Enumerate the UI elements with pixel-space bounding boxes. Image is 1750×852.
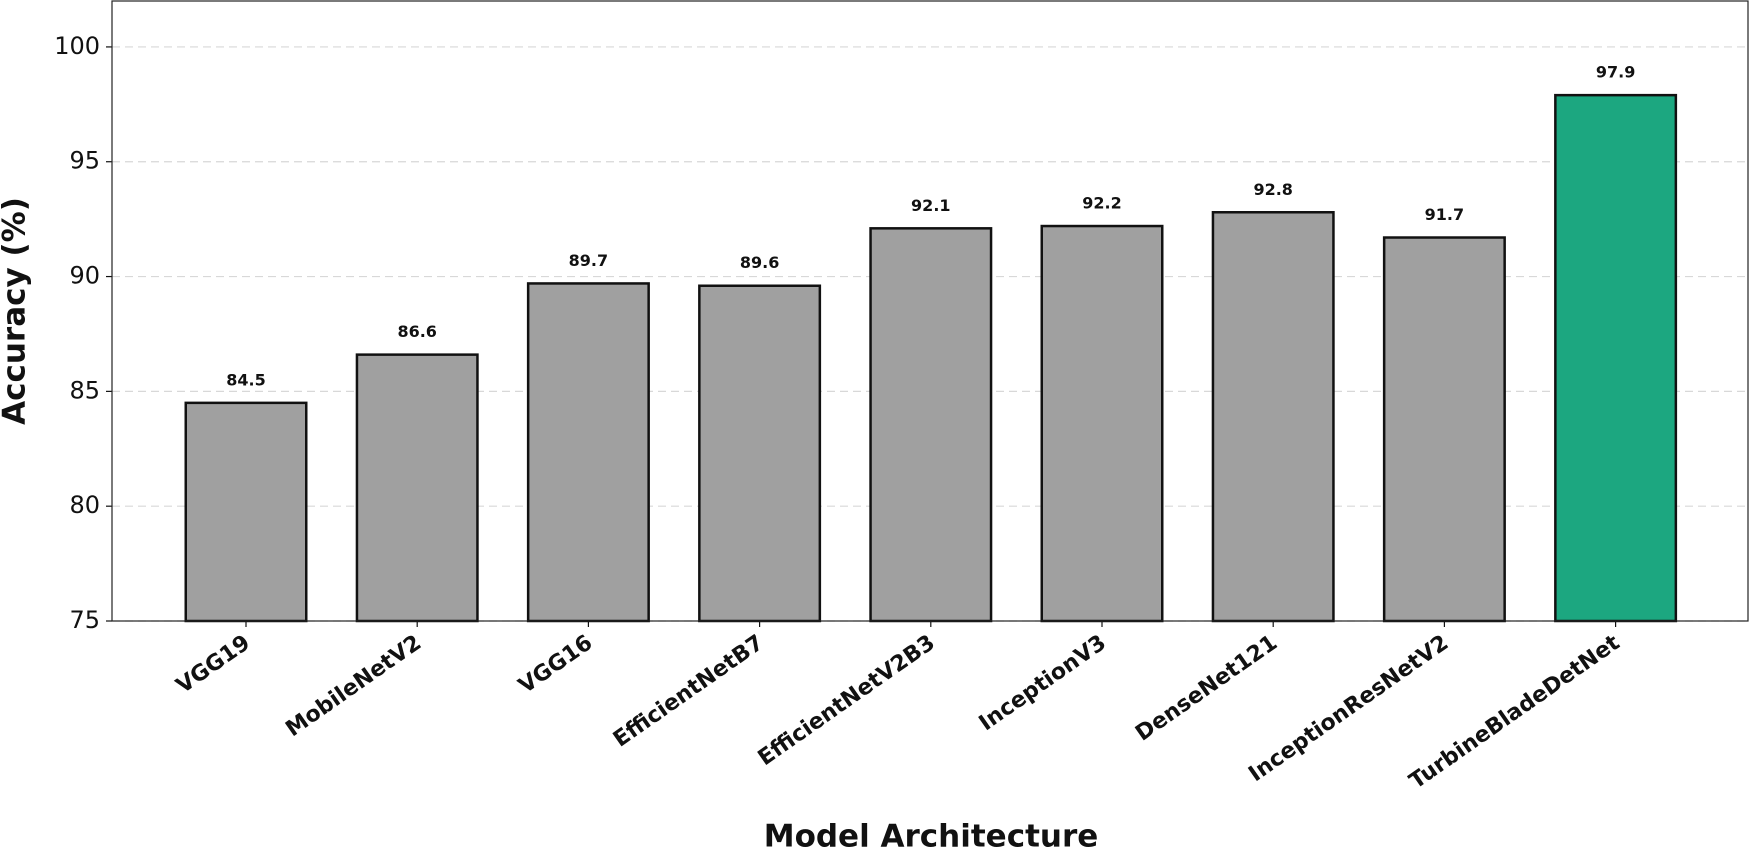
- x-tick-label: DenseNet121: [1131, 630, 1282, 746]
- y-tick-label: 85: [69, 376, 100, 404]
- x-tick-label: EfficientNetV2B3: [754, 630, 940, 771]
- value-label: 86.6: [397, 322, 436, 341]
- y-tick-label: 90: [69, 262, 100, 290]
- y-axis-label: Accuracy (%): [0, 197, 33, 425]
- x-tick-label: VGG19: [172, 630, 255, 699]
- bar: [698, 284, 822, 623]
- value-label: 84.5: [226, 370, 265, 389]
- y-tick-label: 100: [54, 32, 100, 60]
- x-tick-label: VGG16: [514, 630, 597, 699]
- bar: [1040, 224, 1164, 623]
- value-label: 92.8: [1253, 180, 1292, 199]
- x-axis-label: Model Architecture: [764, 819, 1099, 852]
- bar: [184, 401, 308, 623]
- y-tick-label: 95: [69, 147, 100, 175]
- x-tick-label: EfficientNetB7: [609, 630, 768, 752]
- x-tick-label: MobileNetV2: [282, 630, 427, 742]
- y-tick-label: 75: [69, 606, 100, 634]
- value-label: 92.2: [1082, 194, 1121, 213]
- y-tick-label: 80: [69, 491, 100, 519]
- bar: [526, 282, 650, 623]
- bar: [355, 353, 479, 623]
- value-label: 92.1: [911, 196, 950, 215]
- value-label: 97.9: [1596, 63, 1635, 82]
- value-label: 91.7: [1425, 205, 1464, 224]
- bar: [1211, 211, 1335, 623]
- bar: [1554, 93, 1678, 623]
- value-label: 89.7: [569, 251, 608, 270]
- plot-frame: [111, 0, 1749, 622]
- bar: [1382, 236, 1506, 623]
- value-label: 89.6: [740, 253, 779, 272]
- bar: [869, 227, 993, 623]
- x-tick-label: InceptionV3: [975, 630, 1111, 736]
